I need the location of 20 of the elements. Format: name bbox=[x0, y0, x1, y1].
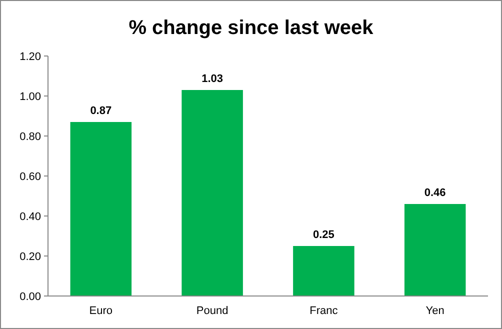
y-tick-label: 0.40 bbox=[20, 211, 41, 223]
y-tick-label: 1.00 bbox=[20, 91, 41, 103]
data-label: 0.87 bbox=[90, 105, 112, 117]
y-tick-label: 0.20 bbox=[20, 251, 41, 263]
y-tick-label: 1.20 bbox=[20, 51, 41, 63]
chart-title: % change since last week bbox=[128, 17, 374, 39]
x-tick-label: Euro bbox=[89, 305, 113, 317]
data-label: 0.25 bbox=[312, 229, 334, 241]
y-tick-label: 0.60 bbox=[20, 171, 41, 183]
x-tick-label: Pound bbox=[196, 305, 228, 317]
bar bbox=[293, 246, 354, 296]
bar bbox=[404, 204, 466, 296]
data-label: 0.46 bbox=[424, 187, 446, 199]
bar bbox=[70, 122, 132, 296]
x-tick-label: Franc bbox=[310, 305, 338, 317]
y-tick-label: 0.00 bbox=[20, 291, 41, 303]
data-label: 1.03 bbox=[202, 73, 224, 85]
y-tick-label: 0.80 bbox=[20, 131, 41, 143]
x-tick-label: Yen bbox=[426, 305, 444, 317]
bar bbox=[182, 90, 243, 296]
